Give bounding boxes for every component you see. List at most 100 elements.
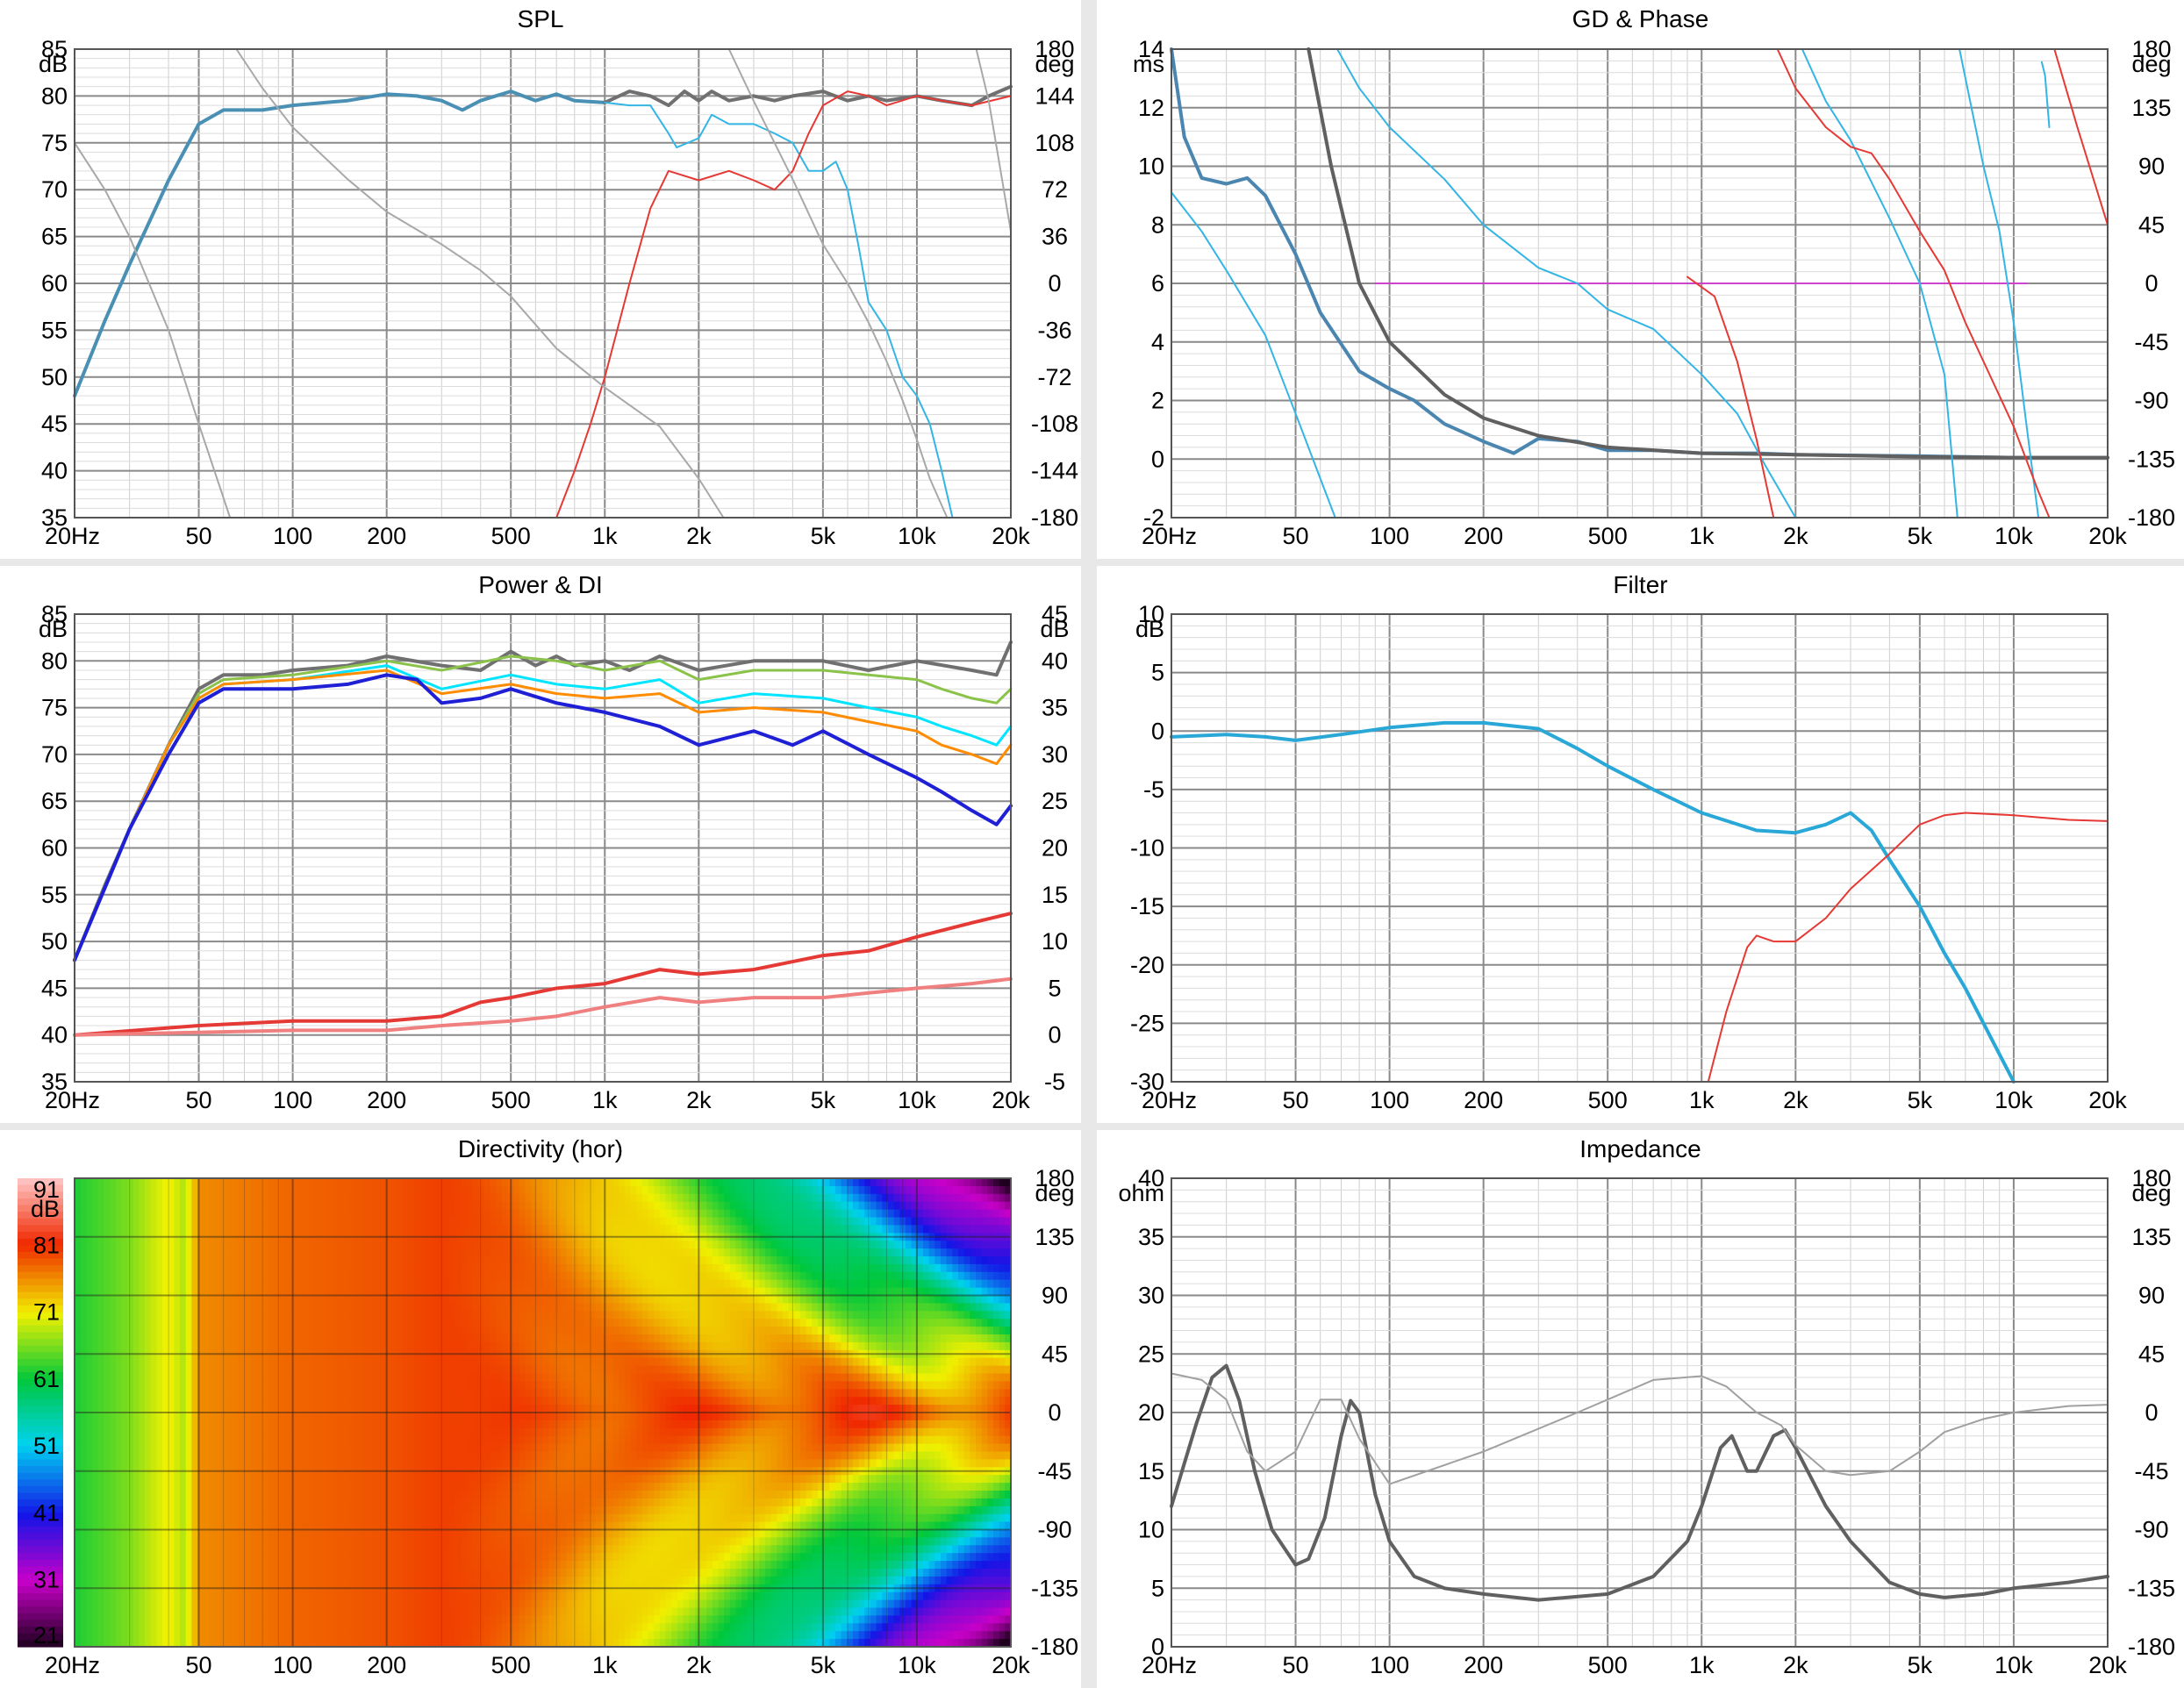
y-left-tick-label: 60 — [41, 270, 68, 297]
directivity-panel: Directivity (hor) 21 31 41 51 61 71 81 91 dB 20Hz… — [0, 1130, 1081, 1688]
x-tick-label: 5k — [811, 1087, 836, 1113]
y-left-tick-label: 10 — [1138, 154, 1164, 180]
x-tick-label: 50 — [186, 1652, 212, 1678]
gd-phase-title: GD & Phase — [1572, 5, 1709, 32]
x-tick-label: 100 — [273, 1652, 312, 1678]
y-right-tick-label: 135 — [2131, 1224, 2171, 1250]
y-left-tick-label: 8 — [1151, 211, 1164, 238]
y-left-tick-label: 5 — [1151, 660, 1164, 686]
colorbar-cell — [18, 1365, 63, 1373]
x-tick-label: 2k — [1783, 1652, 1808, 1678]
colorbar-cell — [18, 1305, 63, 1313]
colorbar-cell — [18, 1278, 63, 1286]
y-left-tick-label: 10 — [1138, 601, 1164, 627]
colorbar-cell — [18, 1225, 63, 1233]
x-tick-label: 20Hz — [45, 1652, 100, 1678]
y-right-tick-label: -90 — [2134, 1517, 2168, 1543]
y-left-tick-label: 45 — [41, 411, 68, 437]
x-tick-label: 20Hz — [1142, 523, 1197, 549]
y-left-tick-label: 65 — [41, 224, 68, 250]
x-tick-label: 20k — [992, 1652, 1030, 1678]
y-left-unit: ohm — [1118, 1180, 1164, 1206]
y-right-tick-label: 135 — [2131, 95, 2171, 121]
y-right-tick-label: 0 — [1048, 1399, 1061, 1426]
colorbar-cell — [18, 1593, 63, 1601]
colorbar-cell — [18, 1613, 63, 1621]
x-tick-label: 10k — [1994, 1087, 2033, 1113]
colorbar-cell — [18, 1312, 63, 1320]
y-left-tick-label: 75 — [41, 130, 68, 156]
spl-series-2 — [604, 101, 954, 519]
y-right-tick-label: 15 — [1042, 882, 1068, 908]
plot-frame — [1171, 1177, 2109, 1648]
x-tick-label: 500 — [491, 1087, 531, 1113]
x-tick-label: 50 — [1283, 523, 1309, 549]
y-left-tick-label: 20 — [1138, 1399, 1164, 1426]
colorbar-cell — [18, 1479, 63, 1487]
colorbar-cell — [18, 1405, 63, 1413]
x-tick-label: 20Hz — [1142, 1087, 1197, 1113]
y-left-tick-label: 35 — [1138, 1224, 1164, 1250]
colorbar-cell — [18, 1212, 63, 1220]
y-right-tick-label: 40 — [1042, 647, 1068, 674]
filter-chart: 20Hz 50 100 200 500 1k 2k 5k 10k 20k-30-25-20-15-… — [1130, 601, 2127, 1113]
colorbar-cell — [18, 1198, 63, 1206]
colorbar-cell — [18, 1573, 63, 1581]
colorbar-cell — [18, 1332, 63, 1340]
y-left-tick-label: 14 — [1138, 36, 1164, 62]
colorbar-cell — [18, 1271, 63, 1279]
x-tick-label: 5k — [811, 1652, 836, 1678]
gd_phase-series-10 — [2053, 48, 2109, 226]
directivity-heatmap-cells — [75, 1178, 1012, 1648]
y-right-unit: dB — [1040, 616, 1069, 642]
x-tick-label: 1k — [1689, 523, 1715, 549]
x-tick-label: 10k — [898, 1652, 936, 1678]
y-right-unit: deg — [2131, 51, 2171, 77]
colorbar-cell — [18, 1472, 63, 1480]
y-right-tick-label: 45 — [2138, 211, 2165, 238]
impedance-series-1 — [1171, 1372, 2109, 1485]
y-left-tick-label: 25 — [1138, 1341, 1164, 1367]
colorbar-cell — [18, 1265, 63, 1273]
colorbar-unit: dB — [31, 1196, 60, 1222]
colorbar-cell — [18, 1232, 63, 1240]
y-left-tick-label: 35 — [41, 1069, 68, 1095]
x-tick-label: 100 — [1370, 1087, 1409, 1113]
y-left-tick-label: 4 — [1151, 329, 1164, 355]
y-right-tick-label: 5 — [1048, 975, 1061, 1001]
colorbar-tick-label: 71 — [33, 1299, 60, 1326]
y-left-tick-label: 0 — [1151, 1634, 1164, 1660]
x-tick-label: 200 — [1464, 523, 1503, 549]
colorbar-tick-label: 91 — [33, 1177, 60, 1203]
power_di-series-5 — [73, 912, 1013, 1037]
colorbar-cell — [18, 1485, 63, 1494]
y-right-tick-label: -36 — [1037, 317, 1071, 343]
y-right-tick-label: 0 — [1048, 270, 1061, 297]
x-tick-label: 5k — [1908, 1652, 1933, 1678]
y-right-tick-label: -108 — [1031, 411, 1078, 437]
colorbar-cell — [18, 1298, 63, 1306]
y-right-tick-label: -180 — [2128, 1634, 2175, 1660]
y-right-tick-label: 135 — [1035, 1224, 1074, 1250]
colorbar-cell — [18, 1606, 63, 1614]
x-tick-label: 2k — [686, 523, 712, 549]
colorbar-cell — [18, 1385, 63, 1393]
x-tick-label: 10k — [898, 523, 936, 549]
colorbar-cell — [18, 1459, 63, 1467]
colorbar-cell — [18, 1499, 63, 1507]
y-right-tick-label: 90 — [1042, 1283, 1068, 1309]
gd_phase-series-1 — [1307, 47, 2109, 460]
x-tick-label: 20Hz — [45, 523, 100, 549]
power_di-series-1 — [73, 654, 1013, 962]
spl-chart: 20Hz 50 100 200 500 1k 2k 5k 10k 20k 35 40 45 50 55 60 6… — [39, 36, 1078, 549]
colorbar-tick-label: 21 — [33, 1622, 60, 1649]
y-right-tick-label: 0 — [1048, 1022, 1061, 1048]
y-right-tick-label: 72 — [1042, 176, 1068, 203]
y-left-tick-label: 15 — [1138, 1458, 1164, 1484]
y-right-tick-label: 45 — [2138, 1341, 2165, 1367]
y-right-unit: deg — [1035, 51, 1074, 77]
gd_phase-series-8 — [1686, 275, 1775, 519]
colorbar-cell — [18, 1426, 63, 1434]
y-left-tick-label: 10 — [1138, 1517, 1164, 1543]
x-tick-label: 100 — [1370, 1652, 1409, 1678]
